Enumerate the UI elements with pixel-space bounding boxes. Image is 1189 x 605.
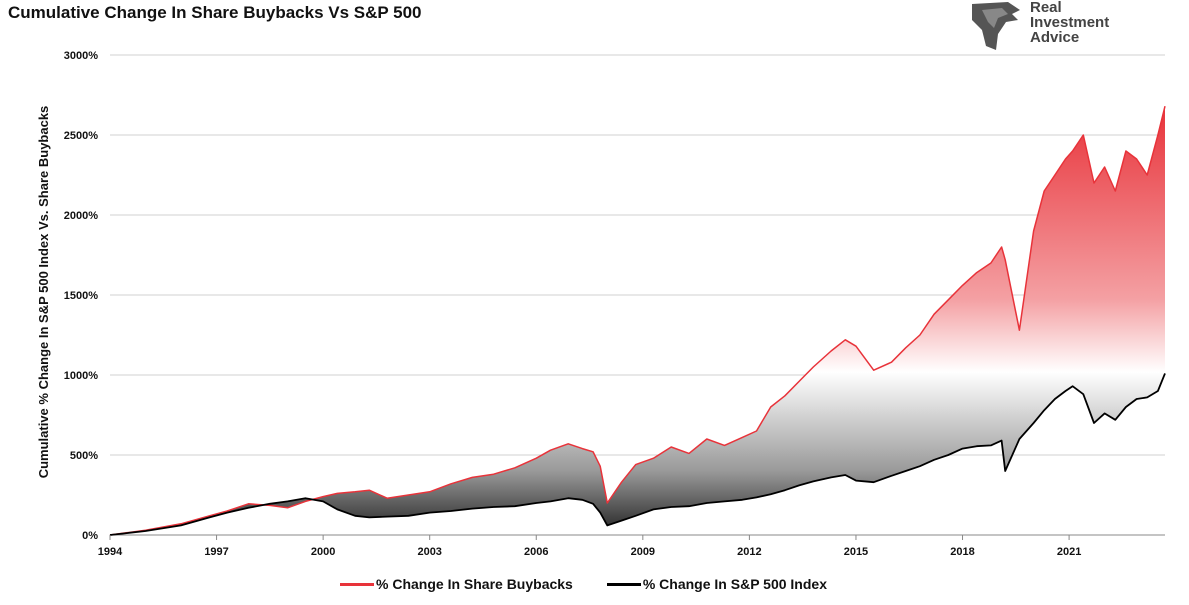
y-tick-label: 2000% [64,210,98,222]
x-tick-label: 2003 [417,546,441,558]
series-line-buybacks [109,106,1166,536]
y-tick-label: 0% [82,530,98,542]
y-axis-label: Cumulative % Change In S&P 500 Index Vs.… [36,106,51,479]
eagle-logo-icon [972,2,1020,50]
series-line-sp500 [109,373,1166,536]
legend: % Change In Share Buybacks % Change In S… [340,576,827,592]
x-tick-label: 2021 [1057,546,1081,558]
logo-line-1: Real [1030,0,1062,16]
logo-line-3: Advice [1030,29,1080,46]
y-tick-label: 500% [70,450,98,462]
y-tick-label: 1500% [64,290,98,302]
legend-label-sp500: % Change In S&P 500 Index [642,576,827,592]
chart-title: Cumulative Change In Share Buybacks Vs S… [8,3,422,22]
legend-label-buybacks: % Change In Share Buybacks [376,576,573,592]
y-tick-label: 1000% [64,370,98,382]
legend-item-buybacks: % Change In Share Buybacks [340,576,573,592]
x-tick-label: 2015 [844,546,868,558]
legend-swatch-sp500 [606,582,641,586]
legend-item-sp500: % Change In S&P 500 Index [606,576,827,592]
x-tick-label: 2000 [311,546,335,558]
x-tick-label: 1997 [204,546,228,558]
x-tick-label: 2006 [524,546,548,558]
logo-text: Real Investment Advice [1030,0,1109,45]
x-tick-label: 2012 [737,546,761,558]
x-tick-label: 2009 [631,546,655,558]
x-tick-label: 2018 [950,546,974,558]
logo: Real Investment Advice [968,0,1128,52]
logo-line-2: Investment [1030,14,1110,31]
y-tick-label: 3000% [64,50,98,62]
x-tick-label: 1994 [98,546,123,558]
buybacks-area-fill [110,106,1165,535]
legend-swatch-buybacks [340,582,374,586]
y-tick-label: 2500% [64,130,98,142]
